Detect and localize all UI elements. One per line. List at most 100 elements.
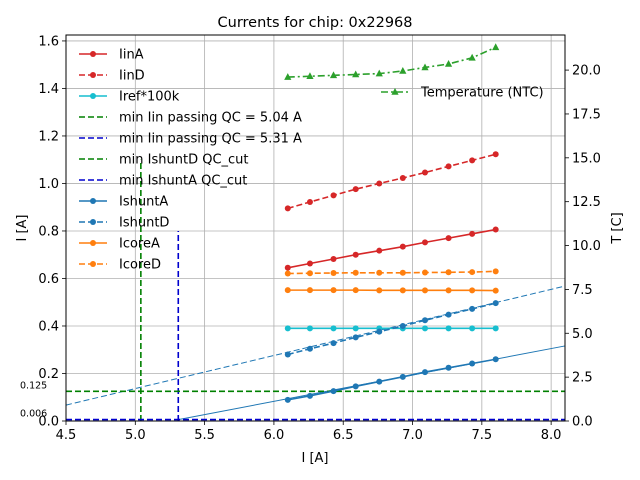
data-point xyxy=(445,364,452,371)
data-point xyxy=(330,340,337,347)
legend-label: IinA xyxy=(119,48,144,63)
data-point xyxy=(492,151,499,158)
data-point xyxy=(492,287,499,294)
data-point xyxy=(352,251,359,258)
legend-swatch-marker xyxy=(90,72,96,78)
legend-label: IcoreA xyxy=(119,237,160,252)
data-point xyxy=(352,383,359,390)
data-point xyxy=(492,43,500,51)
data-point xyxy=(492,268,499,275)
data-point xyxy=(422,239,429,246)
y-right-tick-label: 12.5 xyxy=(572,195,601,210)
data-point xyxy=(445,325,452,332)
legend-label: Temperature (NTC) xyxy=(420,86,544,101)
data-point xyxy=(422,317,429,324)
data-series xyxy=(284,43,500,403)
data-point xyxy=(492,226,499,233)
y-right-tick-label: 20.0 xyxy=(572,64,601,79)
data-point xyxy=(306,72,314,80)
x-tick-label: 6.5 xyxy=(333,428,354,443)
legend-swatch-marker xyxy=(90,261,96,267)
legend-label: min IshuntA QC_cut xyxy=(119,174,247,189)
data-point xyxy=(306,198,313,205)
legend-label: IshuntD xyxy=(119,216,169,231)
data-point xyxy=(399,373,406,380)
data-point xyxy=(284,270,291,277)
legend-swatch-marker xyxy=(90,93,96,99)
data-point xyxy=(306,325,313,332)
annotation-label: 0.006 xyxy=(20,409,47,420)
legend-label: min Iin passing QC = 5.31 A xyxy=(119,132,302,147)
data-point xyxy=(284,205,291,212)
y-right-tick-label: 10.0 xyxy=(572,239,601,254)
data-point xyxy=(469,157,476,164)
legend-right: Temperature (NTC) xyxy=(381,86,544,101)
data-point xyxy=(422,325,429,332)
data-point xyxy=(492,356,499,363)
data-point xyxy=(352,70,360,78)
series-line-icored xyxy=(287,270,496,275)
y-axis-right-ticks: 0.0 2.5 5.0 7.5 10.0 12.5 15.0 17.5 20.0 xyxy=(565,64,601,430)
data-point xyxy=(399,287,406,294)
data-point xyxy=(376,247,383,254)
data-point xyxy=(422,369,429,376)
data-point xyxy=(375,69,383,77)
chart-title: Currents for chip: 0x22968 xyxy=(218,15,413,31)
data-point xyxy=(421,63,429,71)
data-point xyxy=(352,287,359,294)
data-point xyxy=(399,269,406,276)
y-left-tick-label: 0.4 xyxy=(38,319,59,334)
data-point xyxy=(352,334,359,341)
y-right-tick-label: 5.0 xyxy=(572,327,593,342)
data-point xyxy=(376,180,383,187)
legend-swatch-marker xyxy=(391,88,399,95)
legend-left: IinA IinD Iref*100k min Iin passing QC = 5.… xyxy=(79,48,302,273)
legend-swatch-marker xyxy=(90,198,96,204)
data-point xyxy=(469,287,476,294)
data-point xyxy=(445,287,452,294)
data-point xyxy=(445,311,452,318)
y-left-tick-label: 0.0 xyxy=(38,415,59,430)
data-point xyxy=(330,255,337,262)
x-axis-label: I [A] xyxy=(301,451,328,466)
data-point xyxy=(306,345,313,352)
y-axis-right-label: T [C] xyxy=(610,212,625,244)
legend-label: IinD xyxy=(119,69,145,84)
plot-frame xyxy=(65,34,566,422)
legend-swatch-marker xyxy=(90,51,96,57)
data-point xyxy=(284,73,292,80)
data-point xyxy=(330,270,337,277)
data-point xyxy=(284,396,291,403)
x-tick-label: 6.0 xyxy=(264,428,285,443)
data-point xyxy=(284,287,291,294)
y-right-tick-label: 0.0 xyxy=(572,415,593,430)
annotation-label: 0.125 xyxy=(20,380,47,391)
series-line-ishunta xyxy=(287,358,496,401)
data-point xyxy=(330,325,337,332)
threshold-lines xyxy=(66,159,565,421)
y-right-tick-label: 7.5 xyxy=(572,283,593,298)
legend-label: min IshuntD QC_cut xyxy=(119,153,249,168)
y-left-tick-label: 1.2 xyxy=(38,129,59,144)
legend-label: IcoreD xyxy=(119,258,161,273)
data-point xyxy=(468,53,476,61)
legend-label: min Iin passing QC = 5.04 A xyxy=(119,111,302,126)
data-point xyxy=(469,269,476,276)
data-point xyxy=(399,66,407,74)
data-point xyxy=(376,287,383,294)
data-point xyxy=(284,351,291,358)
data-point xyxy=(492,325,499,332)
y-left-tick-label: 1.4 xyxy=(38,82,59,97)
data-point xyxy=(306,260,313,267)
data-point xyxy=(492,300,499,307)
data-point xyxy=(399,322,406,329)
x-tick-label: 7.5 xyxy=(471,428,492,443)
data-point xyxy=(376,378,383,385)
legend-swatch-marker xyxy=(90,219,96,225)
data-point xyxy=(469,305,476,312)
series-line-iina xyxy=(287,228,496,269)
data-point xyxy=(330,287,337,294)
data-point xyxy=(422,287,429,294)
data-point xyxy=(376,269,383,276)
